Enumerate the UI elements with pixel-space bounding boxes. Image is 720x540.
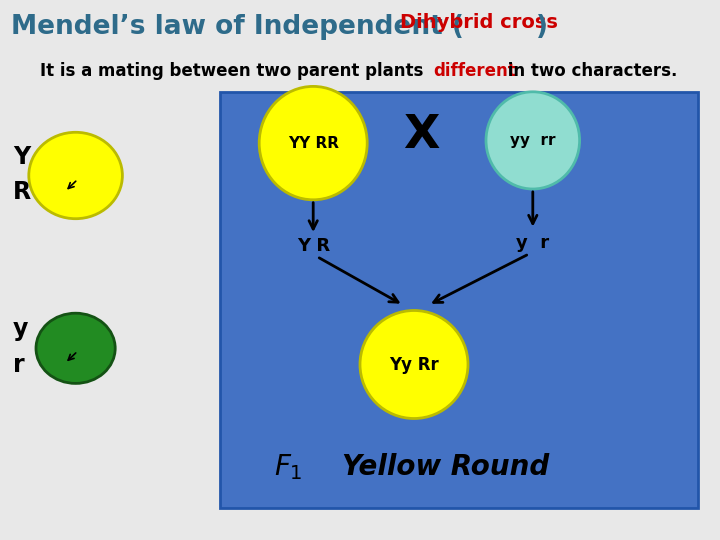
Text: Dihybrid cross: Dihybrid cross (400, 14, 557, 32)
Text: Yellow Round: Yellow Round (342, 453, 549, 481)
Text: r: r (13, 353, 24, 376)
Text: YY RR: YY RR (288, 136, 338, 151)
Text: Mendel’s law of Independent (: Mendel’s law of Independent ( (11, 14, 464, 39)
Text: X: X (403, 112, 439, 158)
Text: Yy Rr: Yy Rr (389, 355, 439, 374)
Text: $\mathit{F}_{1}$: $\mathit{F}_{1}$ (274, 452, 302, 482)
Text: in two characters.: in two characters. (502, 62, 678, 80)
Ellipse shape (36, 313, 115, 383)
FancyBboxPatch shape (220, 92, 698, 508)
Text: Y: Y (13, 145, 30, 168)
Text: y: y (13, 318, 28, 341)
Text: Y R: Y R (297, 237, 330, 255)
Text: It is a mating between two parent plants: It is a mating between two parent plants (40, 62, 428, 80)
Text: y  r: y r (516, 234, 549, 252)
Text: ): ) (536, 14, 549, 39)
Text: R: R (13, 180, 31, 204)
Ellipse shape (486, 92, 580, 189)
Text: different: different (433, 62, 516, 80)
Ellipse shape (360, 310, 468, 419)
Ellipse shape (29, 132, 122, 219)
Ellipse shape (259, 86, 367, 200)
Text: yy  rr: yy rr (510, 133, 556, 148)
